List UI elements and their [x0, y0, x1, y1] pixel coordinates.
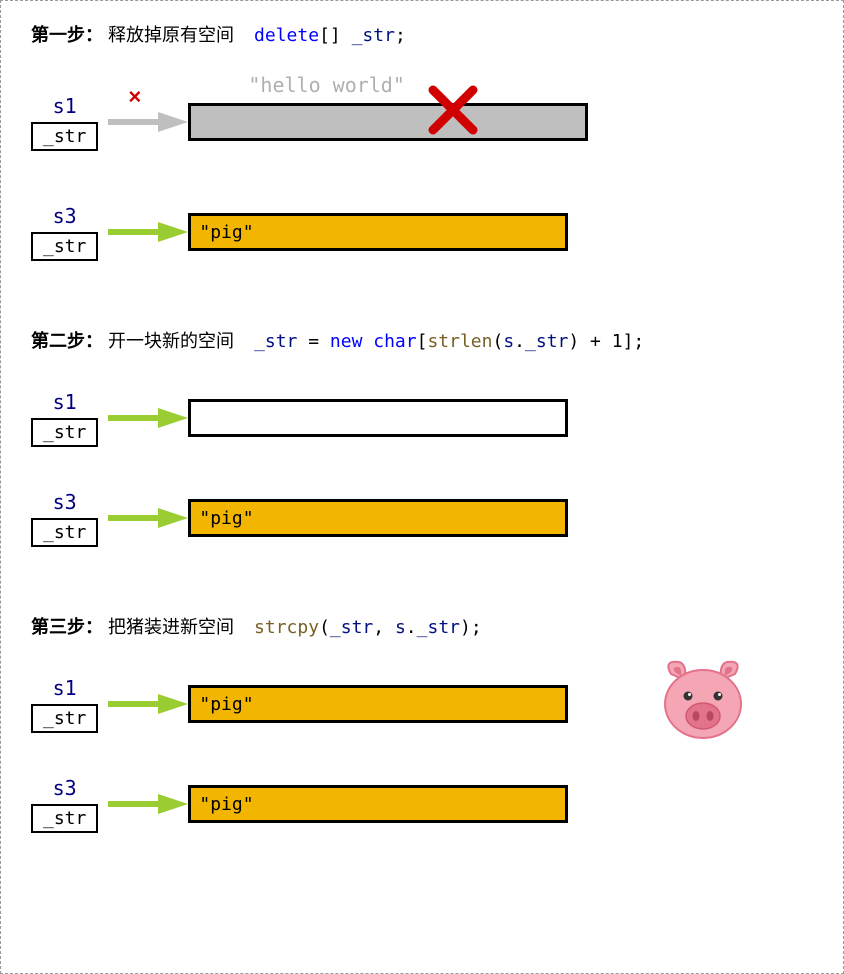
var-s3-box: _str — [31, 804, 98, 833]
arrow-green-icon — [108, 689, 188, 719]
var-s1: s1 _str — [31, 94, 98, 151]
arrow-green — [108, 784, 188, 824]
code-ident: _str — [254, 331, 297, 352]
var-s1: s1 _str — [31, 390, 98, 447]
code-semi: ; — [395, 25, 406, 46]
mem-text: "pig" — [199, 694, 253, 715]
code-rb: ] — [623, 331, 634, 352]
var-s1: s1 _str — [31, 676, 98, 733]
mem-box-pig-2: "pig" — [188, 785, 568, 823]
step-1-desc: 释放掉原有空间 — [108, 25, 234, 45]
mem-box-pig-1: "pig" — [188, 685, 568, 723]
step-1-row-s1: s1 _str × "hello world" — [31, 77, 813, 167]
var-s3: s3 _str — [31, 490, 98, 547]
code-eq: = — [297, 331, 330, 352]
ghost-text: "hello world" — [248, 73, 405, 97]
code-semi: ; — [633, 331, 644, 352]
step-2-desc: 开一块新的空间 — [108, 331, 234, 351]
code-s: s — [503, 331, 514, 352]
code-dot: . — [514, 331, 525, 352]
code-ident: _str — [352, 25, 395, 46]
code-char: char — [362, 331, 416, 352]
mem-text: "pig" — [199, 794, 253, 815]
code-id1: _str — [330, 617, 373, 638]
var-s3: s3 _str — [31, 204, 98, 261]
arrow-gray-icon — [108, 107, 188, 137]
code-lp: ( — [319, 617, 330, 638]
step-3-desc: 把猪装进新空间 — [108, 617, 234, 637]
var-s1-label: s1 — [53, 390, 77, 414]
arrow-green — [108, 684, 188, 724]
var-s3-box: _str — [31, 232, 98, 261]
arrow-green — [108, 212, 188, 252]
var-s1-box: _str — [31, 122, 98, 151]
code-fn: strlen — [427, 331, 492, 352]
code-brackets: [] — [319, 25, 341, 46]
var-s3-label: s3 — [53, 490, 77, 514]
mem-text: "pig" — [199, 222, 253, 243]
code-id2: _str — [417, 617, 460, 638]
step-2-row-s1: s1 _str — [31, 383, 813, 453]
mem-wrap-1: "hello world" — [188, 103, 588, 141]
var-s1-label: s1 — [53, 94, 77, 118]
step-3: 第三步： 把猪装进新空间 strcpy(_str, s._str); s1 _s… — [31, 613, 813, 839]
var-s3-box: _str — [31, 518, 98, 547]
var-s1-label: s1 — [53, 676, 77, 700]
step-1: 第一步： 释放掉原有空间 delete[] _str; s1 _str × "h… — [31, 21, 813, 267]
code-id2: _str — [525, 331, 568, 352]
var-s3-label: s3 — [53, 204, 77, 228]
pig-icon — [653, 652, 753, 757]
code-keyword: delete — [254, 25, 319, 46]
arrow-green — [108, 498, 188, 538]
var-s3: s3 _str — [31, 776, 98, 833]
step-2-header: 第二步： 开一块新的空间 _str = new char[strlen(s._s… — [31, 327, 813, 353]
arrow-green-icon — [108, 403, 188, 433]
step-1-label: 第一步： — [31, 25, 103, 45]
mem-box-pig: "pig" — [188, 499, 568, 537]
mem-box-pig: "pig" — [188, 213, 568, 251]
code-rp: ) — [568, 331, 579, 352]
mem-text: "pig" — [199, 508, 253, 529]
step-2-row-s3: s3 _str "pig" — [31, 483, 813, 553]
step-3-row-s3: s3 _str "pig" — [31, 769, 813, 839]
mem-box-deleted — [188, 103, 588, 141]
code-plus: + — [579, 331, 612, 352]
var-s1-box: _str — [31, 704, 98, 733]
step-3-label: 第三步： — [31, 617, 103, 637]
code-lp: ( — [492, 331, 503, 352]
code-lb: [ — [417, 331, 428, 352]
step-2-code: _str = new char[strlen(s._str) + 1]; — [254, 331, 644, 352]
arrow-gray: × — [108, 102, 188, 142]
code-new: new — [330, 331, 363, 352]
code-s: s — [395, 617, 406, 638]
arrow-green-icon — [108, 503, 188, 533]
arrow-green-icon — [108, 789, 188, 819]
step-2: 第二步： 开一块新的空间 _str = new char[strlen(s._s… — [31, 327, 813, 553]
mem-box-empty — [188, 399, 568, 437]
code-comma: , — [373, 617, 395, 638]
code-dot: . — [406, 617, 417, 638]
code-one: 1 — [612, 331, 623, 352]
code-rp: ) — [460, 617, 471, 638]
step-1-code: delete[] _str; — [254, 25, 406, 46]
code-fn: strcpy — [254, 617, 319, 638]
step-1-row-s3: s3 _str "pig" — [31, 197, 813, 267]
step-3-header: 第三步： 把猪装进新空间 strcpy(_str, s._str); — [31, 613, 813, 639]
step-2-label: 第二步： — [31, 331, 103, 351]
var-s1-box: _str — [31, 418, 98, 447]
step-1-header: 第一步： 释放掉原有空间 delete[] _str; — [31, 21, 813, 47]
arrow-green — [108, 398, 188, 438]
diagram-container: 第一步： 释放掉原有空间 delete[] _str; s1 _str × "h… — [0, 0, 844, 974]
step-3-row-s1: s1 _str "pig" — [31, 669, 813, 739]
arrow-green-icon — [108, 217, 188, 247]
var-s3-label: s3 — [53, 776, 77, 800]
step-3-code: strcpy(_str, s._str); — [254, 617, 482, 638]
code-semi: ; — [471, 617, 482, 638]
